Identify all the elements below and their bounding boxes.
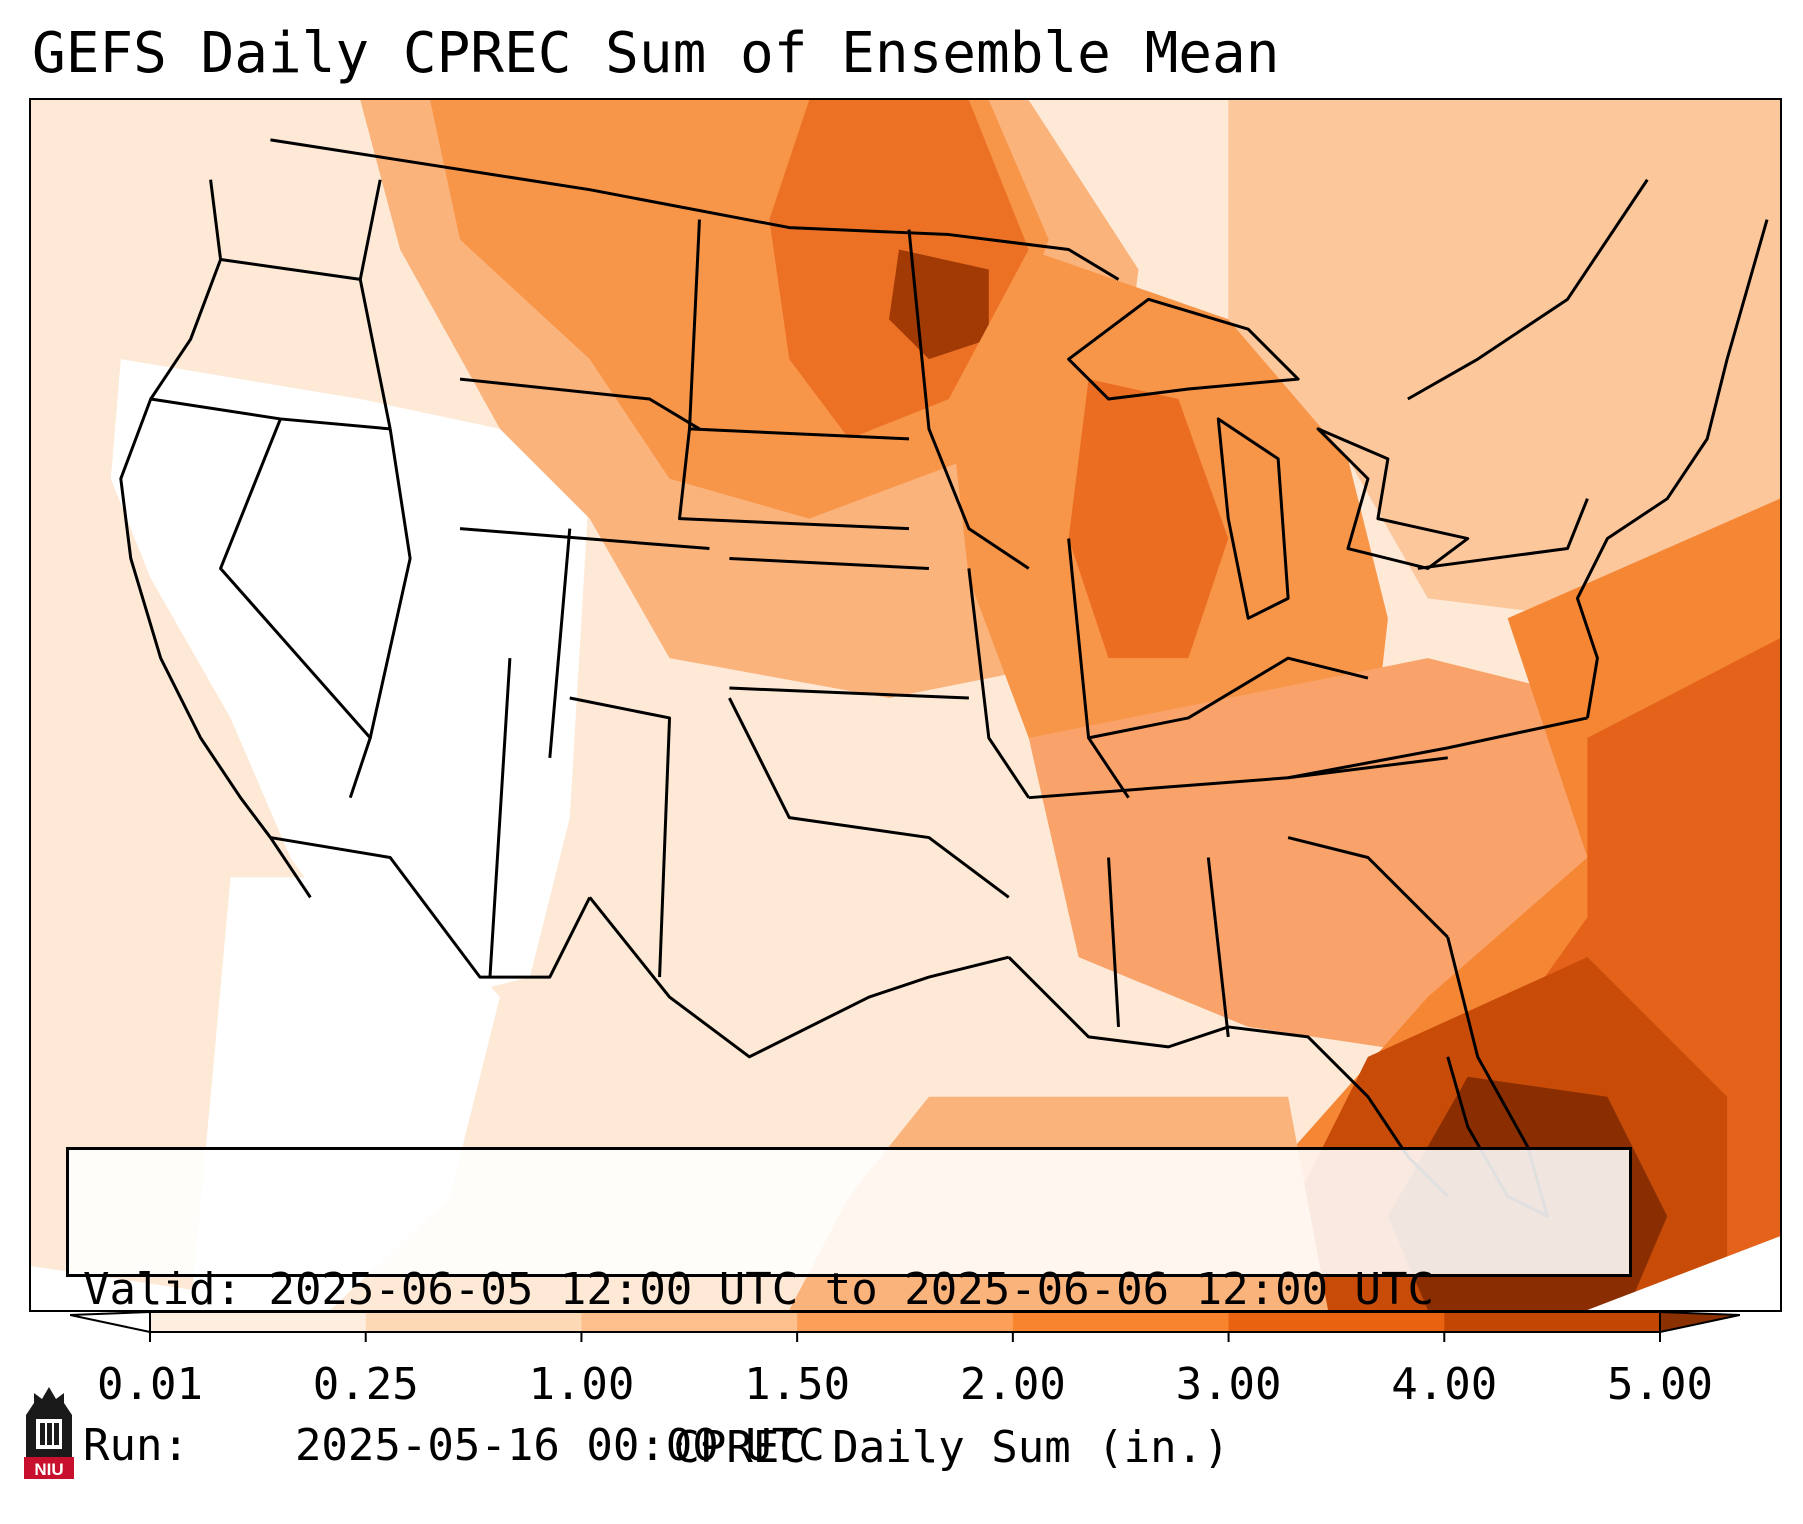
lake-huron-erie <box>1316 427 1470 570</box>
border-ks-ok <box>729 686 969 700</box>
colorbar-tick-label: 2.00 <box>959 1359 1066 1410</box>
border-al-ga <box>1206 857 1230 1038</box>
colorbar-segment <box>150 1312 367 1332</box>
border-mo <box>967 568 1030 799</box>
logo-banner <box>24 1457 74 1479</box>
lake-superior <box>1067 297 1300 401</box>
border-az-nm <box>488 658 512 978</box>
fill-dry-west <box>110 359 590 998</box>
colorbar-under-arrow <box>70 1312 151 1334</box>
precip-map <box>31 100 1780 1310</box>
border-ny-canada <box>1407 178 1649 401</box>
map-panel <box>29 98 1782 1312</box>
valid-run-info-box: Valid: 2025-06-05 12:00 UTC to 2025-06-0… <box>66 1147 1632 1471</box>
valid-label: Valid: <box>83 1264 242 1315</box>
lake-michigan <box>1216 417 1290 620</box>
border-mn-ia <box>907 229 1030 570</box>
border-ok-tx <box>728 697 1010 899</box>
colorbar-segment <box>1012 1312 1230 1332</box>
colorbar-outline <box>149 1312 1661 1333</box>
colorbar-segment <box>365 1312 582 1332</box>
niu-logo: NIU <box>24 1387 74 1479</box>
border-ohio-river <box>1088 656 1369 740</box>
map-title: GEFS Daily CPREC Sum of Ensemble Mean <box>32 21 1280 86</box>
border-ne-ks <box>729 556 930 570</box>
logo-text: NIU <box>34 1460 63 1479</box>
border-nm-tx <box>569 696 672 978</box>
state-borders <box>119 138 1769 1218</box>
us-canada-border <box>270 138 1120 281</box>
fill-midwest-dark <box>1068 379 1229 659</box>
border-ms-al <box>1107 857 1121 1028</box>
border-tx-coast <box>588 896 1010 1059</box>
colorbar-tick-label: 5.00 <box>1607 1359 1713 1410</box>
border-wy-co <box>459 527 710 551</box>
border-gulf-coast <box>1007 956 1449 1198</box>
border-id-mt <box>358 179 392 430</box>
border-wa-or <box>220 257 361 281</box>
colorbar-tick-label: 1.00 <box>528 1359 635 1410</box>
colorbar-tick-label: 0.25 <box>312 1359 419 1410</box>
border-nv-ut <box>368 428 412 739</box>
colorbar-label: CPREC Daily Sum (in.) <box>673 1422 1230 1473</box>
run-label: Run: <box>83 1420 189 1471</box>
border-sd-ne <box>678 428 910 531</box>
run-value: 2025-05-16 00:00 UTC <box>294 1420 825 1471</box>
colorbar-segment <box>797 1312 1014 1332</box>
border-mt-wy <box>459 377 701 431</box>
border-ca-nv <box>219 418 372 799</box>
colorbar-segment <box>1228 1312 1445 1332</box>
colorbar-tick-label: 1.50 <box>744 1359 851 1410</box>
east-coast <box>1575 219 1769 719</box>
valid-value: 2025-06-05 12:00 UTC to 2025-06-06 12:00… <box>268 1264 1435 1315</box>
colorbar-segment <box>581 1312 798 1332</box>
border-nc-va <box>1287 716 1588 780</box>
colorbar-tick-label: 0.01 <box>97 1359 203 1410</box>
border-ca-mex <box>270 836 592 979</box>
colorbar-tick-label: 4.00 <box>1391 1359 1498 1410</box>
run-line: Run: 2025-05-16 00:00 UTC <box>83 1420 1615 1472</box>
border-pa-ny <box>1417 498 1589 570</box>
colorbar <box>70 1312 1740 1342</box>
colorbar-tick-label: 3.00 <box>1175 1359 1282 1410</box>
border-ut-co <box>548 528 572 758</box>
border-ga-sc <box>1287 836 1449 939</box>
valid-line: Valid: 2025-06-05 12:00 UTC to 2025-06-0… <box>83 1264 1615 1316</box>
colorbar-over-arrow <box>1659 1312 1740 1334</box>
west-coast <box>119 179 312 899</box>
colorbar-segment <box>1444 1312 1661 1332</box>
